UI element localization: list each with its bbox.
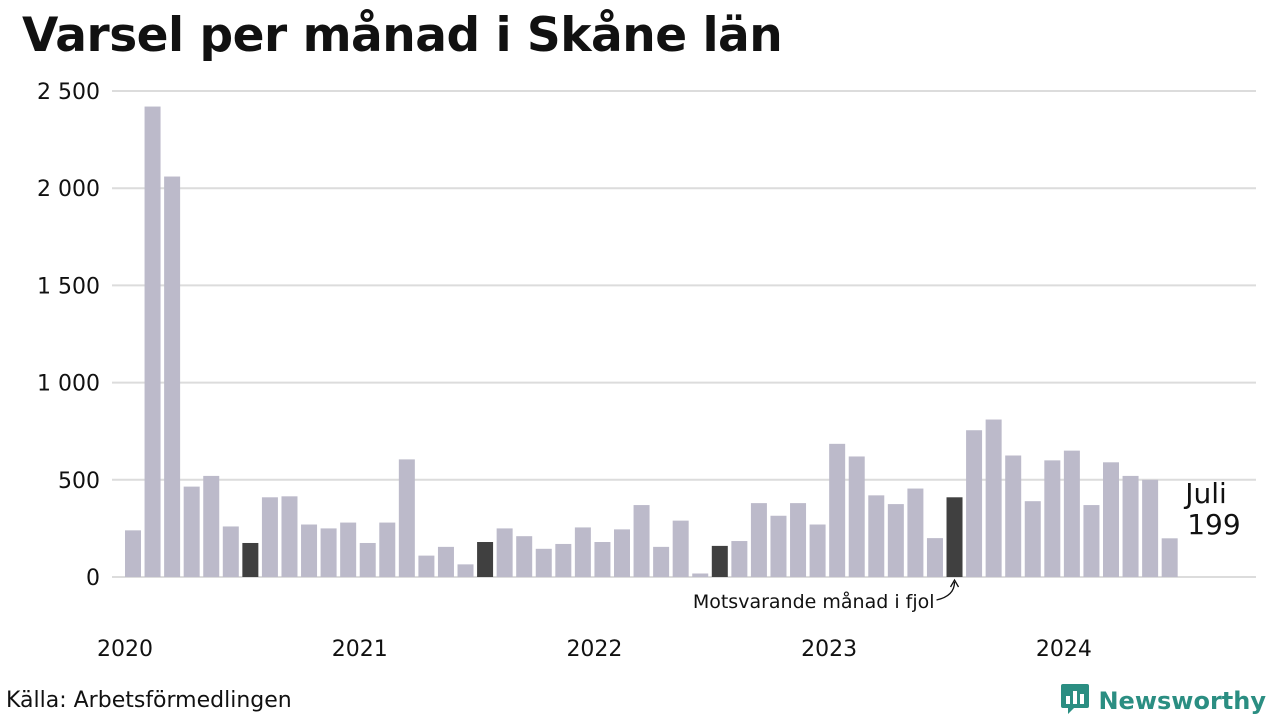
bar-2022-04 — [653, 546, 670, 577]
bar-2020-03 — [164, 176, 181, 577]
bar-2020-10 — [301, 524, 318, 577]
bar-2022-12 — [809, 524, 826, 577]
y-tick-label: 500 — [58, 469, 100, 494]
bar-2024-01 — [1063, 450, 1080, 577]
bar-2024-02 — [1083, 505, 1100, 577]
bar-2020-04 — [183, 486, 200, 577]
bar-2020-01 — [125, 530, 141, 577]
annotation-arrowhead — [949, 578, 960, 588]
bar-2024-05 — [1142, 479, 1159, 577]
bar-2021-07 — [477, 542, 494, 577]
bar-2022-03 — [633, 505, 650, 577]
bar-2022-02 — [614, 529, 630, 577]
bar-2022-10 — [770, 515, 787, 577]
bar-2022-05 — [672, 520, 689, 577]
brand-name: Newsworthy — [1098, 687, 1266, 715]
bar-2021-03 — [398, 459, 415, 577]
bar-2021-05 — [437, 546, 454, 577]
bar-2020-11 — [320, 528, 337, 577]
bar-2024-04 — [1122, 475, 1139, 577]
y-tick-label: 1 500 — [37, 274, 100, 299]
bar-2020-06 — [222, 526, 239, 577]
y-tick-label: 1 000 — [37, 372, 100, 397]
bar-2023-11 — [1024, 501, 1041, 577]
bar-2023-08 — [966, 430, 983, 577]
bar-2020-05 — [203, 475, 220, 577]
annotation-text: Motsvarande månad i fjol — [693, 590, 935, 613]
bar-2023-12 — [1044, 460, 1061, 577]
bar-2023-10 — [1005, 455, 1022, 577]
bar-2021-06 — [457, 564, 474, 577]
x-tick-label: 2022 — [566, 637, 622, 662]
bar-2022-08 — [731, 541, 748, 577]
bar-2020-02 — [144, 106, 161, 577]
x-tick-label: 2024 — [1036, 637, 1092, 662]
bar-2021-01 — [359, 542, 376, 577]
bar-2023-04 — [887, 504, 904, 577]
brand-logo: Newsworthy — [1060, 682, 1266, 720]
bar-2020-12 — [340, 522, 357, 577]
bar-2021-11 — [555, 543, 572, 577]
y-tick-label: 2 000 — [37, 177, 100, 202]
bar-2023-09 — [985, 419, 1002, 577]
bar-2024-03 — [1103, 462, 1119, 577]
bar-2022-01 — [594, 542, 611, 577]
bar-chart: 0 500 1 000 1 500 2 000 2 500 2020 2021 2022 2023… — [37, 80, 1256, 662]
bar-2020-08 — [261, 497, 278, 577]
bar-2021-12 — [574, 527, 591, 577]
bar-2021-04 — [418, 555, 435, 577]
bar-2023-03 — [868, 495, 885, 577]
bar-2023-06 — [926, 538, 943, 577]
bar-2022-06 — [692, 573, 709, 577]
annotation-arrow — [936, 581, 956, 601]
bar-2022-07 — [711, 545, 728, 577]
bar-2023-07 — [946, 497, 963, 577]
bar-chart-icon — [1060, 682, 1090, 720]
bar-2022-09 — [750, 503, 767, 577]
bar-2024-06 — [1161, 538, 1178, 577]
x-tick-label: 2020 — [97, 637, 153, 662]
bar-2022-11 — [790, 503, 807, 577]
x-tick-label: 2021 — [332, 637, 388, 662]
bar-2021-10 — [535, 548, 552, 577]
chart-title: Varsel per månad i Skåne län — [22, 8, 783, 63]
y-tick-label: 0 — [86, 566, 100, 591]
bar-2020-09 — [281, 496, 298, 577]
latest-value-label: 199 — [1187, 508, 1240, 541]
latest-month-label: Juli — [1183, 477, 1227, 510]
bar-2023-01 — [829, 443, 846, 577]
axis-labels: 0 500 1 000 1 500 2 000 2 500 2020 2021 2022 2023… — [37, 80, 1092, 662]
bar-2021-08 — [496, 528, 513, 577]
bar-2020-07 — [242, 542, 259, 577]
bars — [125, 106, 1178, 577]
y-tick-label: 2 500 — [37, 80, 100, 105]
bar-2023-02 — [848, 456, 865, 577]
bar-2023-05 — [907, 488, 924, 577]
source-note: Källa: Arbetsförmedlingen — [6, 688, 292, 713]
bar-2021-09 — [516, 536, 533, 577]
bar-2021-02 — [379, 522, 396, 577]
x-tick-label: 2023 — [801, 637, 857, 662]
